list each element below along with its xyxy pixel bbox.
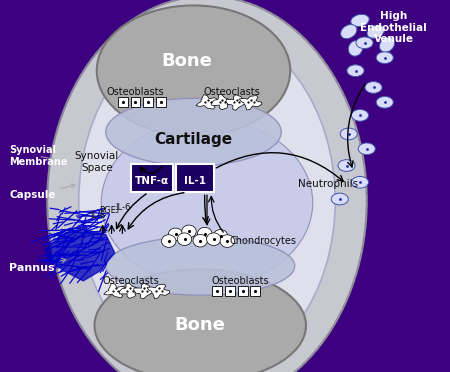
Ellipse shape [47, 0, 367, 372]
Ellipse shape [379, 37, 395, 52]
FancyBboxPatch shape [130, 164, 173, 192]
Polygon shape [239, 96, 262, 110]
Ellipse shape [351, 15, 369, 26]
Polygon shape [196, 94, 218, 109]
Ellipse shape [94, 269, 306, 372]
Polygon shape [104, 283, 126, 298]
Ellipse shape [101, 119, 313, 286]
Text: IL-6: IL-6 [115, 203, 130, 212]
Ellipse shape [331, 193, 348, 205]
Polygon shape [134, 283, 157, 299]
Ellipse shape [207, 233, 221, 246]
Text: IL-1: IL-1 [184, 176, 206, 186]
Ellipse shape [338, 160, 355, 171]
Text: Osteoclasts: Osteoclasts [102, 276, 159, 286]
Text: Cartilage: Cartilage [154, 132, 233, 147]
Ellipse shape [341, 25, 357, 39]
Polygon shape [212, 94, 235, 110]
Ellipse shape [193, 234, 207, 247]
Ellipse shape [358, 143, 375, 155]
Text: Capsule: Capsule [9, 184, 75, 200]
Text: Chondrocytes: Chondrocytes [230, 236, 297, 246]
Bar [238, 286, 248, 296]
Bar [225, 286, 235, 296]
Polygon shape [45, 229, 115, 281]
Bar [156, 97, 166, 107]
Text: High
Endothelial
Venule: High Endothelial Venule [360, 11, 427, 45]
Ellipse shape [376, 96, 393, 108]
Text: Synovial
Membrane: Synovial Membrane [9, 145, 68, 167]
Text: Bone: Bone [175, 317, 226, 334]
Ellipse shape [97, 6, 290, 136]
Ellipse shape [376, 52, 393, 64]
Ellipse shape [351, 109, 369, 121]
Bar [250, 286, 260, 296]
Polygon shape [147, 284, 170, 299]
Ellipse shape [106, 237, 295, 295]
Ellipse shape [351, 176, 369, 188]
Ellipse shape [177, 233, 192, 246]
Ellipse shape [106, 98, 281, 166]
Bar [118, 97, 128, 107]
Ellipse shape [162, 235, 176, 247]
Ellipse shape [182, 225, 196, 238]
Text: IL-8: IL-8 [90, 211, 106, 219]
Text: Neutrophils: Neutrophils [298, 179, 359, 189]
FancyBboxPatch shape [176, 164, 214, 192]
Text: Osteoblasts: Osteoblasts [212, 276, 270, 286]
Ellipse shape [198, 227, 212, 240]
Ellipse shape [367, 25, 384, 38]
Ellipse shape [213, 230, 228, 242]
Ellipse shape [347, 65, 364, 77]
Text: PGE₂: PGE₂ [99, 206, 119, 215]
Text: Osteoblasts: Osteoblasts [106, 87, 164, 97]
Polygon shape [119, 283, 143, 298]
Text: Osteoclasts: Osteoclasts [203, 87, 260, 97]
Text: Pannus: Pannus [9, 259, 66, 273]
Ellipse shape [365, 81, 382, 93]
Bar [130, 97, 140, 107]
Ellipse shape [168, 228, 183, 241]
Text: Bone: Bone [161, 52, 212, 70]
Text: Synovial
Space: Synovial Space [75, 151, 119, 173]
Ellipse shape [220, 235, 234, 247]
Ellipse shape [356, 37, 373, 49]
Ellipse shape [348, 41, 363, 56]
Polygon shape [226, 95, 249, 110]
Ellipse shape [79, 28, 335, 372]
Bar [212, 286, 222, 296]
Text: TNF-α: TNF-α [135, 176, 169, 186]
Bar [143, 97, 153, 107]
Ellipse shape [340, 128, 357, 140]
